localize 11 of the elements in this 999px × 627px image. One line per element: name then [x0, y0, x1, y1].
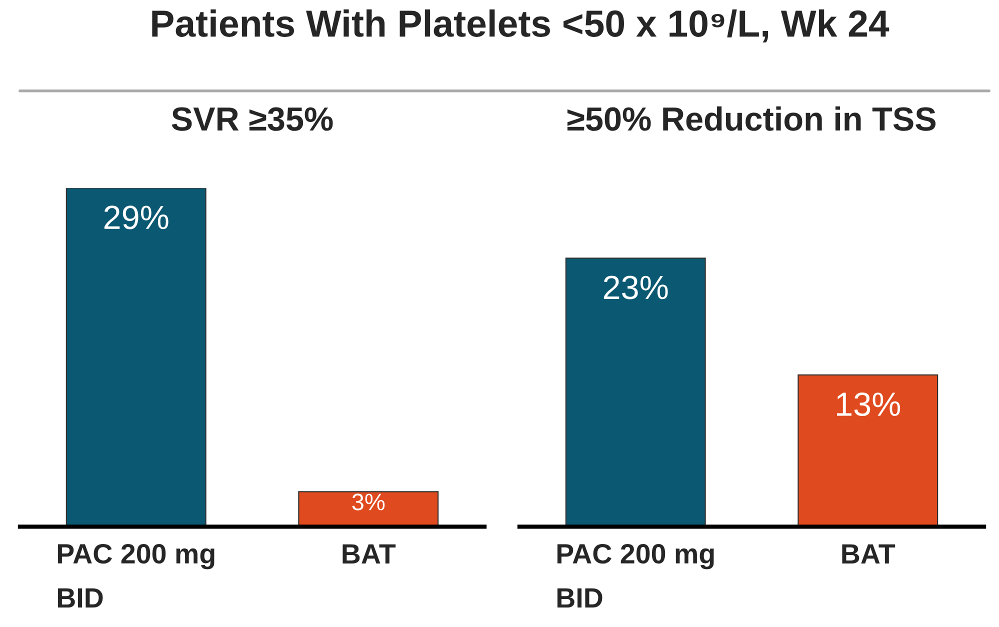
x-tick-label: PAC 200 mg BID — [557, 544, 714, 608]
chart-title: ≥50% Reduction in TSS — [567, 106, 936, 131]
chart-title: SVR ≥35% — [172, 107, 333, 131]
text: Patients With Platelets <50 x 10⁹/L, Wk 24 — [152, 9, 890, 42]
data-label: 13% — [837, 392, 900, 416]
data-label: 23% — [604, 276, 668, 300]
data-label: 3% — [352, 494, 385, 510]
x-tick-label: BAT — [342, 544, 396, 564]
data-label: 29% — [104, 206, 168, 230]
x-tick-label: PAC 200 mg BID — [58, 544, 214, 608]
x-tick-label: BAT — [842, 544, 896, 564]
